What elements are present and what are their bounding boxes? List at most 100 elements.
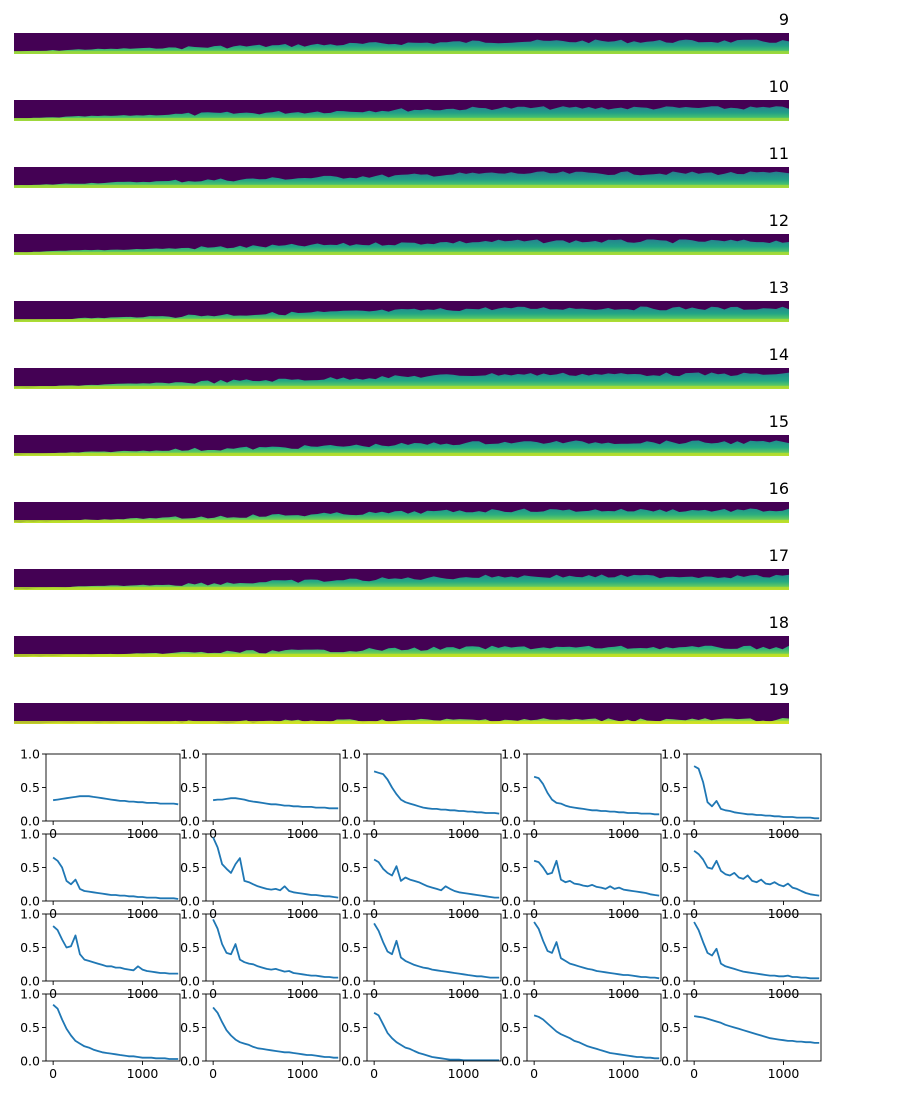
y-tick-label: 0.0: [20, 814, 40, 829]
y-tick-label: 0.5: [501, 940, 521, 955]
strip-dark-region: [14, 234, 789, 253]
x-tick-label: 1000: [127, 1066, 159, 1081]
heatmap-panel: 14: [14, 345, 789, 389]
y-tick-label: 0.5: [501, 780, 521, 795]
y-tick-label: 0.5: [20, 780, 40, 795]
x-tick-label: 1000: [448, 986, 480, 1001]
axes-frame: [205, 913, 341, 982]
y-tick-label: 1.0: [180, 907, 200, 922]
line-plot-panel: 0.0 0.5 1.0 0 1000: [501, 747, 662, 841]
x-tick-label: 0: [690, 1066, 698, 1081]
line-plot-panel: 0.0 0.5 1.0 0 1000: [20, 987, 181, 1081]
x-tick-label: 1000: [287, 986, 319, 1001]
y-tick-label: 1.0: [20, 987, 40, 1002]
y-tick-label: 1.0: [661, 827, 681, 842]
y-tick-label: 0.5: [180, 1020, 200, 1035]
x-tick-label: 1000: [608, 826, 640, 841]
line-plot-panel: 0.0 0.5 1.0 0 1000: [180, 827, 341, 921]
y-tick-label: 0.0: [341, 974, 361, 989]
y-tick-label: 1.0: [341, 827, 361, 842]
strip-dark-region: [14, 368, 789, 388]
series-line: [373, 922, 500, 979]
x-tick-label: 1000: [608, 906, 640, 921]
y-tick-label: 1.0: [661, 907, 681, 922]
series-line: [212, 919, 339, 979]
series-line: [52, 1004, 179, 1060]
x-tick-label: 0: [209, 1066, 217, 1081]
heatmap-panel: 17: [14, 546, 789, 590]
heatmap-panel: 15: [14, 412, 789, 456]
x-tick-label: 0: [370, 986, 378, 1001]
y-tick-label: 0.5: [180, 940, 200, 955]
axes-frame: [366, 753, 502, 822]
y-tick-label: 0.0: [661, 894, 681, 909]
line-plot-panel: 0.0 0.5 1.0 0 1000: [341, 747, 502, 841]
x-tick-label: 0: [209, 986, 217, 1001]
x-tick-label: 1000: [287, 1066, 319, 1081]
series-line: [52, 925, 179, 975]
y-tick-label: 1.0: [341, 907, 361, 922]
y-tick-label: 1.0: [180, 747, 200, 762]
x-tick-label: 0: [209, 826, 217, 841]
y-tick-label: 0.5: [341, 1020, 361, 1035]
y-tick-label: 0.0: [180, 1054, 200, 1069]
y-tick-label: 0.5: [501, 1020, 521, 1035]
axes-frame: [366, 833, 502, 902]
y-tick-label: 1.0: [501, 747, 521, 762]
series-line: [533, 775, 660, 816]
x-tick-label: 1000: [768, 986, 800, 1001]
y-tick-label: 1.0: [661, 987, 681, 1002]
y-tick-label: 0.0: [180, 894, 200, 909]
axes-frame: [686, 753, 822, 822]
y-tick-label: 1.0: [20, 827, 40, 842]
line-plot-panel: 0.0 0.5 1.0 0 1000: [341, 907, 502, 1001]
y-tick-label: 0.0: [661, 974, 681, 989]
x-tick-label: 1000: [448, 906, 480, 921]
x-tick-label: 1000: [127, 986, 159, 1001]
heatmap-panel: 18: [14, 613, 789, 657]
axes-frame: [366, 913, 502, 982]
y-tick-label: 0.5: [661, 860, 681, 875]
strip-dark-region: [14, 569, 789, 590]
line-plot-panel: 0.0 0.5 1.0 0 1000: [341, 987, 502, 1081]
y-tick-label: 1.0: [180, 827, 200, 842]
panel-title: 18: [769, 613, 789, 632]
x-tick-label: 1000: [768, 826, 800, 841]
y-tick-label: 0.0: [20, 1054, 40, 1069]
panel-title: 17: [769, 546, 789, 565]
line-plot-panel: 0.0 0.5 1.0 0 1000: [661, 747, 822, 841]
x-tick-label: 1000: [448, 826, 480, 841]
y-tick-label: 0.5: [661, 1020, 681, 1035]
line-plot-panel: 0.0 0.5 1.0 0 1000: [661, 827, 822, 921]
x-tick-label: 1000: [448, 1066, 480, 1081]
series-line: [52, 856, 179, 900]
y-tick-label: 0.0: [501, 894, 521, 909]
x-tick-label: 0: [370, 826, 378, 841]
line-plot-panel: 0.0 0.5 1.0 0 1000: [501, 827, 662, 921]
heatmap-panel: 12: [14, 211, 789, 255]
strip-bottom-band: [14, 654, 789, 657]
x-tick-label: 1000: [768, 906, 800, 921]
y-tick-label: 1.0: [661, 747, 681, 762]
strip-bottom-band: [14, 51, 789, 54]
strip-dark-region: [14, 33, 789, 52]
series-line: [533, 921, 660, 980]
strip-bottom-band: [14, 386, 789, 389]
series-line: [373, 770, 500, 815]
heatmap-panel: 9: [14, 10, 789, 54]
x-tick-label: 0: [690, 906, 698, 921]
strip-dark-region: [14, 167, 789, 187]
line-plot-panel: 0.0 0.5 1.0 0 1000: [180, 987, 341, 1081]
series-line: [212, 1006, 339, 1059]
series-line: [212, 797, 339, 810]
strip-bottom-band: [14, 520, 789, 523]
y-tick-label: 0.0: [501, 814, 521, 829]
line-plot-panel: 0.0 0.5 1.0 0 1000: [20, 907, 181, 1001]
y-tick-label: 0.0: [341, 1054, 361, 1069]
x-tick-label: 0: [49, 1066, 57, 1081]
series-line: [693, 1015, 820, 1044]
y-tick-label: 0.0: [501, 1054, 521, 1069]
heatmap-panel: 13: [14, 278, 789, 322]
y-tick-label: 0.5: [180, 780, 200, 795]
